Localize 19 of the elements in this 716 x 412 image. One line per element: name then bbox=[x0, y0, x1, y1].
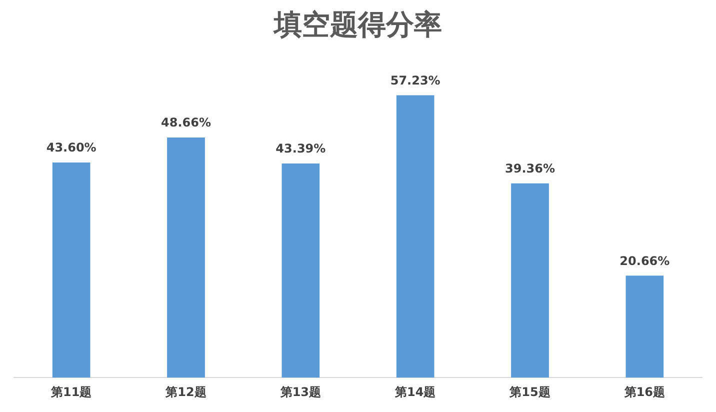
bar bbox=[511, 183, 549, 378]
x-tick-label: 第11题 bbox=[50, 384, 92, 399]
x-tick-label: 第15题 bbox=[508, 384, 550, 399]
bar bbox=[282, 164, 320, 378]
x-tick-label: 第14题 bbox=[394, 384, 436, 399]
x-tick-label: 第13题 bbox=[279, 384, 322, 399]
x-tick-label: 第16题 bbox=[623, 384, 666, 399]
data-label: 43.39% bbox=[276, 142, 326, 156]
x-tick-label: 第12题 bbox=[164, 384, 206, 399]
data-label: 20.66% bbox=[620, 254, 670, 268]
data-label: 43.60% bbox=[46, 140, 96, 155]
chart-title: 填空题得分率 bbox=[272, 8, 442, 42]
data-label: 57.23% bbox=[390, 73, 440, 88]
bar bbox=[396, 95, 434, 378]
data-label: 48.66% bbox=[161, 116, 211, 130]
bar bbox=[52, 162, 90, 378]
bar bbox=[167, 138, 205, 378]
data-label: 39.36% bbox=[505, 162, 555, 176]
bar bbox=[626, 276, 664, 378]
